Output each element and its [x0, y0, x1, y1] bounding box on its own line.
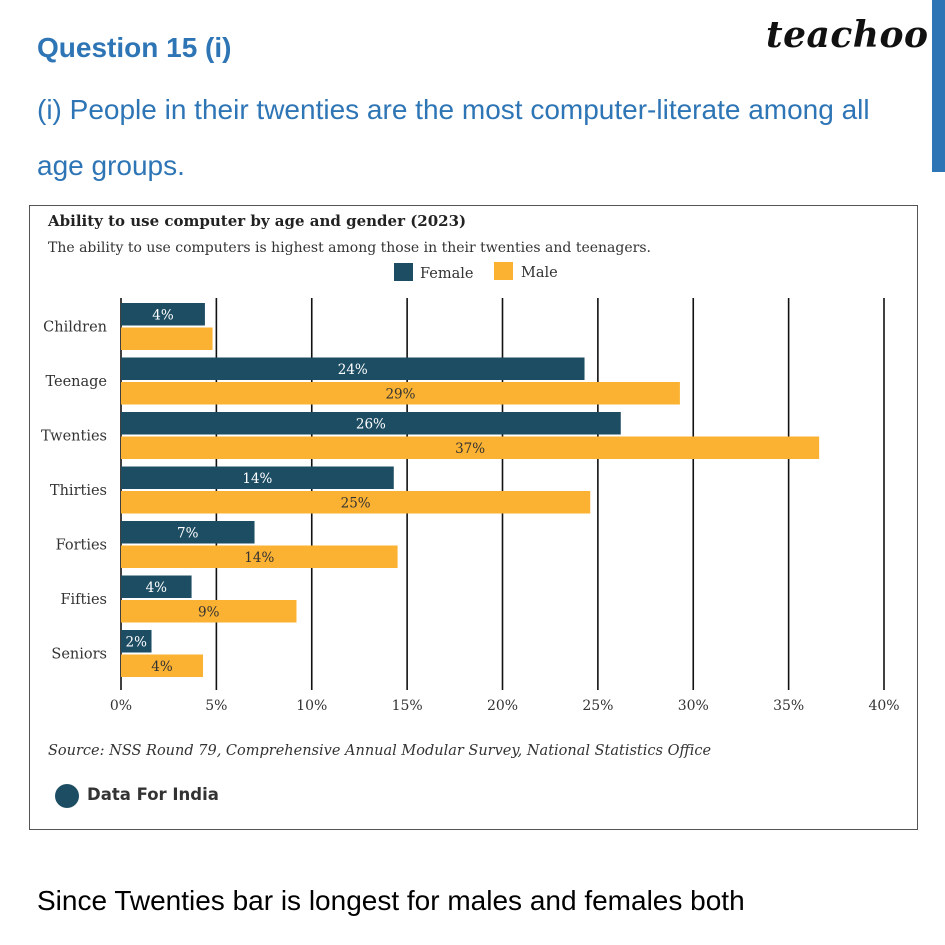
legend-label: Male — [521, 265, 558, 281]
data-label: 2% — [126, 634, 148, 650]
data-label: 24% — [338, 362, 368, 378]
bar-male — [121, 545, 398, 568]
bar-male — [121, 327, 213, 350]
data-label: 7% — [177, 525, 199, 541]
data-label: 14% — [244, 550, 274, 566]
data-label: 29% — [385, 386, 415, 402]
bar-female — [121, 412, 621, 435]
question-statement: (i) People in their twenties are the mos… — [37, 94, 870, 181]
x-tick-label: 5% — [205, 698, 227, 714]
conclusion-text: Since Twenties bar is longest for males … — [37, 885, 745, 916]
bar-male — [121, 654, 204, 677]
bar-female — [121, 630, 152, 653]
bar-male — [121, 436, 820, 459]
x-tick-label: 25% — [582, 698, 613, 714]
category-label: Thirties — [50, 483, 107, 499]
bar-female — [121, 521, 255, 544]
brand-logo: teachoo — [766, 14, 929, 56]
bar-female — [121, 357, 585, 380]
data-label: 14% — [242, 471, 272, 487]
category-label: Fifties — [60, 592, 107, 608]
legend-label: Female — [420, 266, 473, 282]
category-label: Forties — [56, 538, 107, 554]
x-tick-label: 10% — [296, 698, 327, 714]
bar-female — [121, 466, 394, 489]
data-label: 4% — [146, 580, 168, 596]
bar-female — [121, 575, 192, 598]
x-tick-label: 20% — [487, 698, 518, 714]
bar-female — [121, 303, 205, 326]
data-label: 9% — [198, 604, 220, 620]
slide-accent-bar — [932, 0, 945, 172]
category-label: Twenties — [41, 429, 107, 445]
category-label: Teenage — [45, 374, 107, 390]
chart-title: Ability to use computer by age and gende… — [48, 212, 467, 230]
bar-male — [121, 491, 591, 514]
x-tick-label: 35% — [773, 698, 804, 714]
category-label: Children — [43, 320, 107, 336]
x-tick-label: 40% — [868, 698, 899, 714]
legend-swatch-male — [494, 262, 513, 280]
india-map-icon — [55, 784, 79, 808]
data-label: 25% — [341, 495, 371, 511]
question-title: Question 15 (i) — [37, 32, 232, 63]
category-label: Seniors — [51, 647, 107, 663]
x-tick-label: 15% — [392, 698, 423, 714]
x-tick-label: 30% — [678, 698, 709, 714]
chart-subtitle: The ability to use computers is highest … — [48, 240, 651, 256]
data-label: 37% — [455, 441, 485, 457]
x-tick-label: 0% — [110, 698, 132, 714]
data-label: 4% — [152, 307, 174, 323]
bar-male — [121, 382, 680, 405]
data-label: 4% — [151, 659, 173, 675]
data-label: 26% — [356, 416, 386, 432]
publisher-name: Data For India — [87, 785, 219, 804]
chart-source: Source: NSS Round 79, Comprehensive Annu… — [48, 743, 712, 759]
bar-male — [121, 600, 297, 623]
legend-swatch-female — [394, 263, 413, 281]
